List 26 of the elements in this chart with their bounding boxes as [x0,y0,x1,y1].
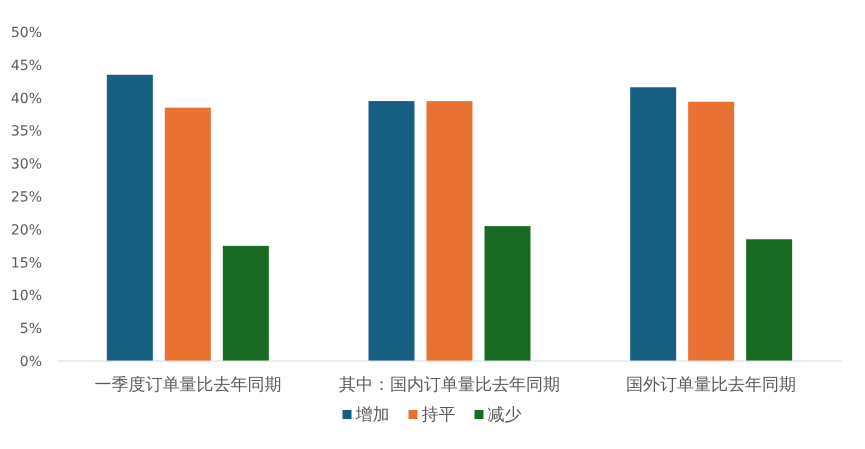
bar [426,101,472,361]
bar [164,108,211,361]
y-tick-label: 30% [10,156,42,173]
bar [688,102,734,361]
y-tick-label: 35% [10,124,42,140]
x-tick-label: 一季度订单量比去年同期 [94,375,282,395]
y-tick-label: 45% [10,58,42,74]
y-tick-label: 5% [20,321,42,338]
bar [630,87,676,361]
y-tick-label: 20% [10,222,42,238]
bar [484,226,530,361]
x-tick-label: 其中：国内订单量比去年同期 [339,375,560,395]
bar [106,74,153,361]
x-tick-label: 国外订单量比去年同期 [626,375,796,395]
bar [368,101,414,361]
y-tick-label: 50% [10,25,42,41]
legend-label: 持平 [422,405,456,425]
legend-label: 增加 [354,405,390,425]
y-tick-label: 15% [10,255,42,272]
bar [746,239,792,361]
y-tick-label: 40% [10,90,42,107]
bar [222,246,269,361]
y-tick-label: 0% [20,354,42,370]
y-tick-label: 25% [10,190,42,206]
y-tick-label: 10% [10,288,42,304]
legend-label: 减少 [488,405,522,425]
